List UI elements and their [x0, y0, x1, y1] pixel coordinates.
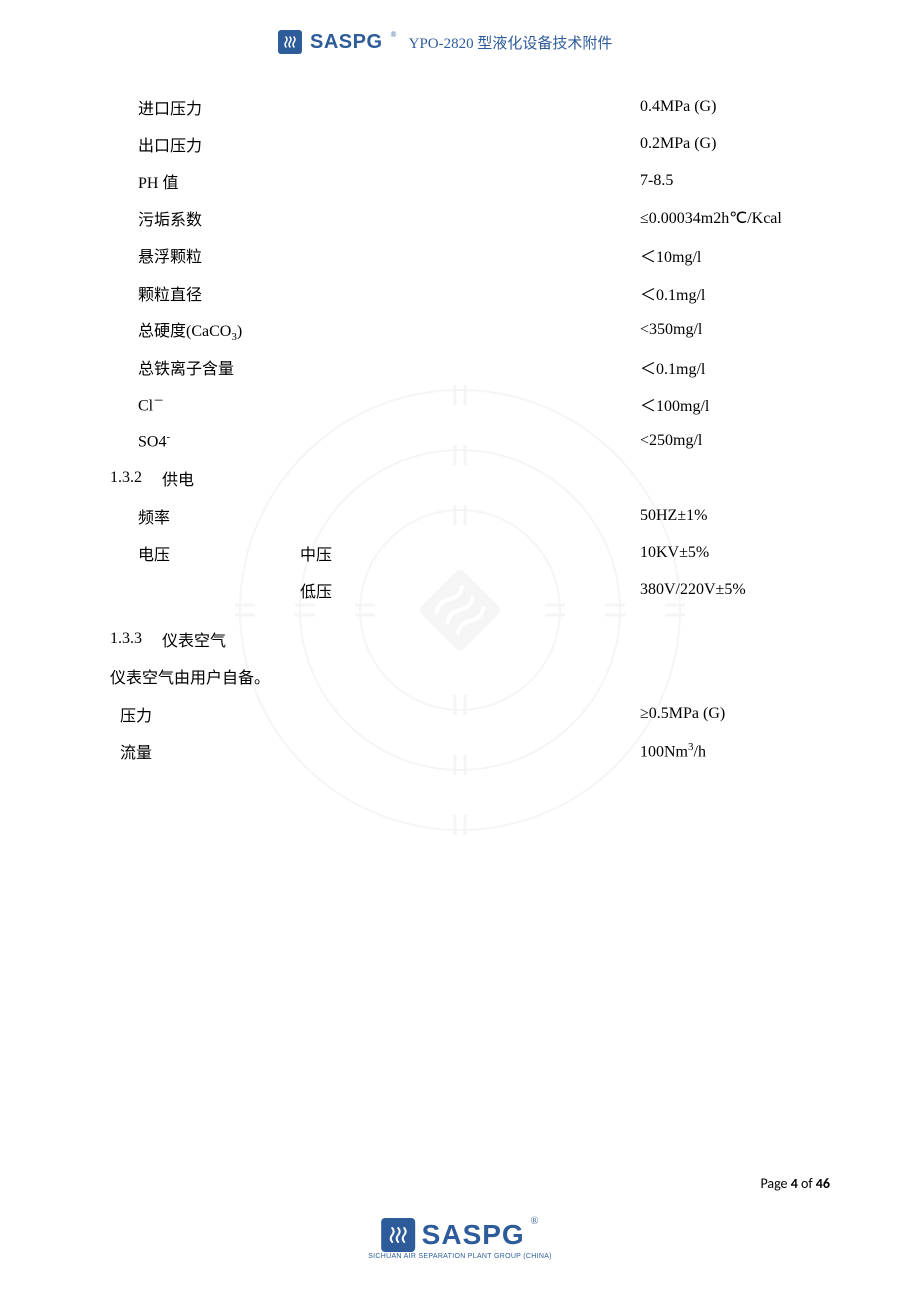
spec-row: 压力 ≥0.5MPa (G)	[110, 695, 830, 732]
footer-logo-icon	[382, 1218, 416, 1252]
spec-row: 电压中压10KV±5%	[110, 534, 830, 571]
page-number: Page 4 of 46	[760, 1175, 830, 1192]
spec-label: Cl－	[110, 392, 300, 415]
spec-mid: 低压	[300, 578, 500, 602]
spec-label: 流量	[110, 739, 300, 763]
spec-value: 0.2MPa (G)	[500, 135, 830, 153]
section-number: 1.3.3	[110, 630, 162, 648]
spec-label: 出口压力	[110, 132, 300, 156]
spec-label: 颗粒直径	[110, 281, 300, 305]
spec-value: ＜10mg/l	[500, 243, 830, 267]
spec-value: ≥0.5MPa (G)	[500, 705, 830, 723]
spec-label: 总铁离子含量	[110, 355, 300, 379]
spec-label: SO4-	[110, 431, 300, 451]
section-1-3-3: 1.3.3 仪表空气	[110, 621, 830, 658]
spec-value: ＜100mg/l	[500, 392, 830, 416]
spec-row: 颗粒直径 ＜0.1mg/l	[110, 274, 830, 311]
header-logo-icon	[278, 30, 302, 54]
header-doc-title: YPO-2820 型液化设备技术附件	[409, 32, 613, 53]
section-title: 仪表空气	[162, 627, 226, 651]
spec-label: 压力	[110, 702, 300, 726]
section-title: 供电	[162, 466, 194, 490]
spec-label: 电压	[110, 541, 300, 565]
spec-value: ＜0.1mg/l	[500, 281, 830, 305]
spec-row: 总铁离子含量 ＜0.1mg/l	[110, 348, 830, 385]
spec-row: Cl－ ＜100mg/l	[110, 386, 830, 423]
spec-row: 流量 100Nm3/h	[110, 732, 830, 769]
document-body: 进口压力 0.4MPa (G) 出口压力 0.2MPa (G) PH 值 7-8.5 污垢系…	[110, 88, 830, 769]
spec-row: 污垢系数 ≤0.00034m2h℃/Kcal	[110, 200, 830, 237]
section-1-3-2: 1.3.2 供电	[110, 460, 830, 497]
spec-row: SO4- <250mg/l	[110, 423, 830, 460]
spec-value: 50HZ±1%	[500, 507, 830, 525]
spec-mid: 中压	[300, 541, 500, 565]
spec-value: 0.4MPa (G)	[500, 98, 830, 116]
spec-value: <250mg/l	[500, 432, 830, 450]
spec-row: 总硬度(CaCO3) <350mg/l	[110, 311, 830, 348]
spec-row: 进口压力 0.4MPa (G)	[110, 88, 830, 125]
spec-value: 380V/220V±5%	[500, 581, 830, 599]
spec-label: 悬浮颗粒	[110, 243, 300, 267]
footer-brand-text: SASPG	[422, 1219, 525, 1251]
footer-subtitle: SICHUAN AIR SEPARATION PLANT GROUP (CHIN…	[368, 1253, 552, 1260]
spec-row: 悬浮颗粒 ＜10mg/l	[110, 237, 830, 274]
spec-value: 10KV±5%	[500, 544, 830, 562]
spec-row: 出口压力 0.2MPa (G)	[110, 125, 830, 162]
spec-row: PH 值 7-8.5	[110, 162, 830, 199]
spec-value: ≤0.00034m2h℃/Kcal	[500, 208, 830, 228]
page-header: SASPG ® YPO-2820 型液化设备技术附件	[278, 30, 612, 54]
spec-value: 100Nm3/h	[500, 741, 830, 761]
air-note: 仪表空气由用户自备。	[110, 658, 830, 695]
spec-value: ＜0.1mg/l	[500, 355, 830, 379]
spec-row: 频率 50HZ±1%	[110, 497, 830, 534]
spec-label: 总硬度(CaCO3)	[110, 317, 300, 343]
spec-label: 进口压力	[110, 95, 300, 119]
footer-logo: SASPG ® SICHUAN AIR SEPARATION PLANT GRO…	[368, 1218, 552, 1260]
spec-label: 污垢系数	[110, 206, 300, 230]
header-brand-text: SASPG	[310, 31, 383, 54]
section-number: 1.3.2	[110, 469, 162, 487]
spec-label: PH 值	[110, 169, 300, 193]
footer-reg-mark: ®	[531, 1216, 539, 1227]
spec-row: 低压380V/220V±5%	[110, 571, 830, 608]
header-reg-mark: ®	[391, 30, 397, 39]
spec-label: 频率	[110, 504, 300, 528]
spec-value: 7-8.5	[500, 172, 830, 190]
spec-value: <350mg/l	[500, 321, 830, 339]
